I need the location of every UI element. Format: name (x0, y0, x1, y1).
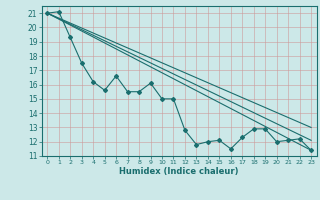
X-axis label: Humidex (Indice chaleur): Humidex (Indice chaleur) (119, 167, 239, 176)
